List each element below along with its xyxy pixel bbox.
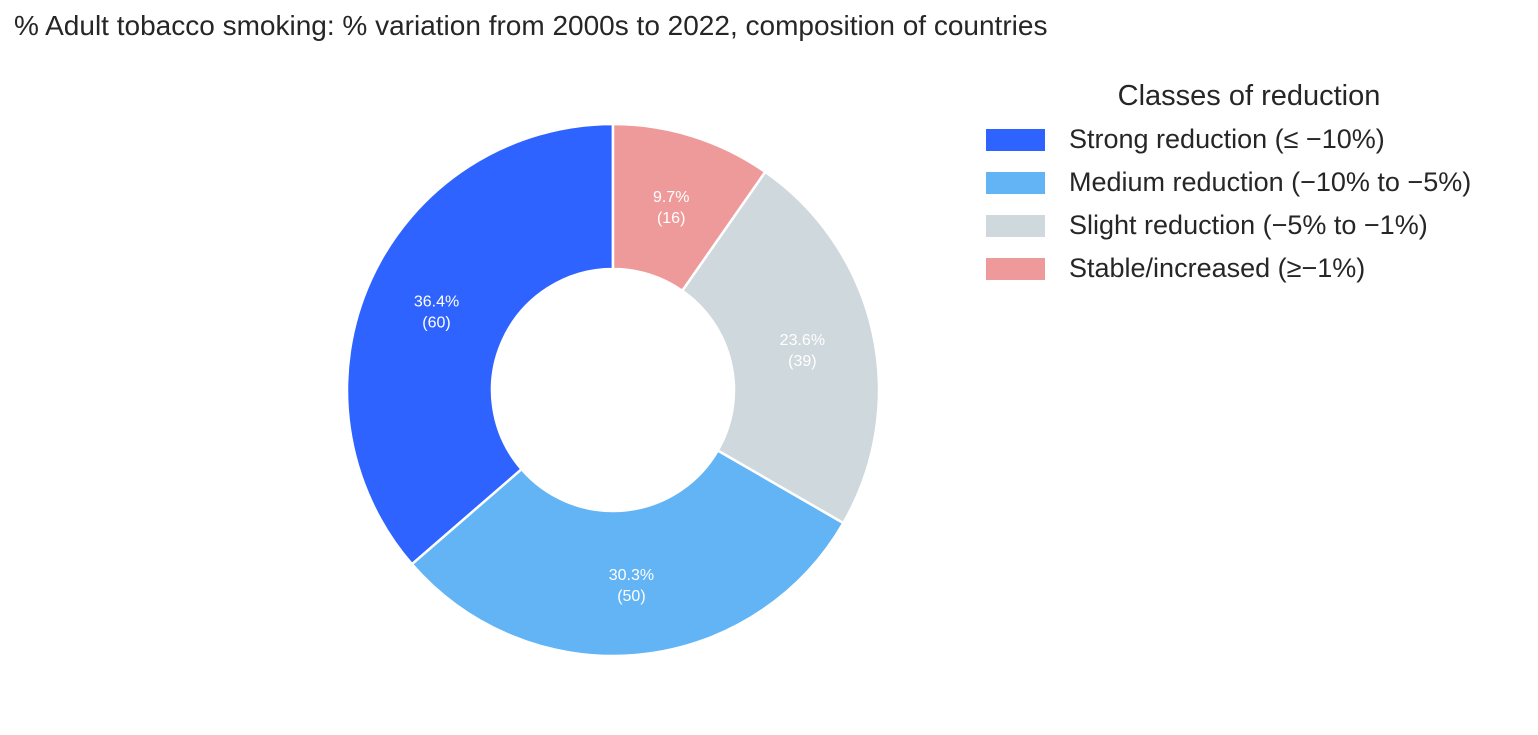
chart-title: % Adult tobacco smoking: % variation fro… — [14, 10, 1048, 41]
legend-item-medium-reduction: Medium reduction (−10% to −5%) — [986, 161, 1526, 204]
slice-percent-label-stable-increased: 9.7% — [653, 189, 689, 206]
legend-label-slight-reduction: Slight reduction (−5% to −1%) — [1069, 210, 1428, 240]
legend-swatch-stable-increased — [986, 257, 1045, 280]
donut-slice-medium-reduction — [410, 449, 845, 658]
legend-title: Classes of reduction — [1117, 80, 1381, 112]
legend: Classes of reduction Strong reduction (≤… — [986, 78, 1526, 290]
legend-item-stable-increased: Stable/increased (≥−1%) — [986, 247, 1526, 290]
legend-swatch-strong-reduction — [986, 128, 1045, 151]
legend-swatch-medium-reduction — [986, 171, 1045, 194]
legend-item-slight-reduction: Slight reduction (−5% to −1%) — [986, 204, 1526, 247]
legend-item-strong-reduction: Strong reduction (≤ −10%) — [986, 118, 1526, 161]
slice-count-label-stable-increased: (16) — [657, 210, 685, 227]
slice-count-label-slight-reduction: (39) — [788, 353, 816, 370]
slice-percent-label-medium-reduction: 30.3% — [609, 567, 654, 584]
slice-count-label-medium-reduction: (50) — [617, 588, 645, 605]
donut-slice-stable-increased — [611, 122, 767, 293]
donut-slice-slight-reduction — [680, 170, 881, 525]
slice-percent-label-slight-reduction: 23.6% — [780, 332, 825, 349]
legend-label-strong-reduction: Strong reduction (≤ −10%) — [1069, 124, 1385, 154]
legend-label-medium-reduction: Medium reduction (−10% to −5%) — [1069, 167, 1472, 197]
legend-label-stable-increased: Stable/increased (≥−1%) — [1069, 253, 1366, 283]
donut-labels: 36.4% (60) 30.3% (50) 23.6% (39) 9.7% (16) — [414, 189, 825, 605]
donut-slice-strong-reduction — [345, 122, 615, 566]
slice-count-label-strong-reduction: (60) — [422, 314, 450, 331]
legend-swatch-slight-reduction — [986, 214, 1045, 237]
donut-slices — [345, 122, 881, 658]
slice-percent-label-strong-reduction: 36.4% — [414, 293, 459, 310]
